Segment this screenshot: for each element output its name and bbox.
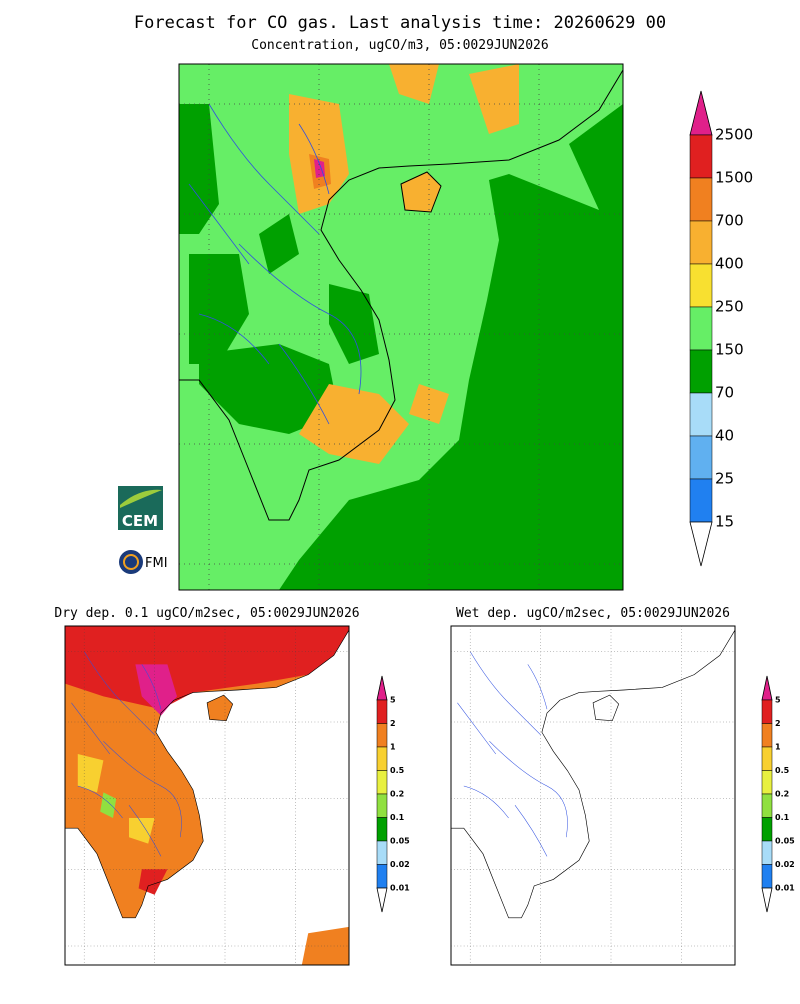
fmi-logo: FMI [119, 550, 168, 574]
colorbar-segment [761, 746, 773, 771]
colorbar-segment [689, 306, 713, 351]
colorbar-segment [761, 817, 773, 842]
colorbar-segment [761, 864, 773, 889]
colorbar-label: 25 [715, 470, 734, 488]
colorbar-top [376, 675, 388, 701]
map-area [451, 626, 735, 965]
colorbar-label: 1 [390, 743, 396, 752]
map-frame [64, 625, 350, 966]
colorbar-segment [689, 263, 713, 308]
logo-text: FMI [145, 556, 168, 571]
colorbar-label: 400 [715, 255, 744, 273]
colorbar-label: 1500 [715, 169, 753, 187]
map-area [65, 626, 349, 965]
colorbar-label: 0.2 [390, 790, 404, 799]
map-subtitle: Dry dep. 0.1 ugCO/m2sec, 05:0029JUN2026 [54, 606, 359, 621]
map-frame [450, 625, 736, 966]
colorbar-segment [689, 349, 713, 394]
colorbar: 2500 1500 700 400 250 150 70 40 25 15 [689, 90, 753, 567]
colorbar-segment [761, 699, 773, 724]
colorbar-segment [689, 435, 713, 480]
page-title: Forecast for CO gas. Last analysis time:… [134, 13, 666, 33]
colorbar-segment [376, 770, 388, 795]
logo-text: CEM [122, 512, 158, 530]
colorbar-label: 2500 [715, 126, 753, 144]
colorbar-segment [376, 723, 388, 748]
colorbar-label: 5 [390, 696, 396, 705]
colorbar-bottom [376, 887, 388, 913]
colorbar-label: 0.1 [390, 813, 405, 822]
colorbar-segment [376, 840, 388, 865]
colorbar-bottom [761, 887, 773, 913]
concentration-map: Concentration, ugCO/m3, 05:0029JUN2026 2… [178, 38, 753, 591]
colorbar-segment [376, 746, 388, 771]
colorbar-label: 0.2 [775, 790, 789, 799]
colorbar-label: 40 [715, 427, 734, 445]
colorbar-segment [689, 478, 713, 523]
colorbar-label: 0.01 [775, 884, 795, 893]
colorbar-label: 250 [715, 298, 744, 316]
colorbar-segment [376, 699, 388, 724]
colorbar-segment [761, 723, 773, 748]
dry-deposition-map: Dry dep. 0.1 ugCO/m2sec, 05:0029JUN2026 … [54, 606, 410, 966]
colorbar-label: 0.5 [390, 766, 405, 775]
wet-deposition-map: Wet dep. ugCO/m2sec, 05:0029JUN2026 5 2 1 0… [450, 606, 795, 966]
colorbar-label: 15 [715, 513, 734, 531]
colorbar-label: 0.01 [390, 884, 410, 893]
colorbar: 5 2 1 0.5 0.2 0.1 0.05 0.02 0.01 [761, 675, 795, 913]
colorbar-segment [689, 134, 713, 179]
colorbar-label: 1 [775, 743, 781, 752]
colorbar-label: 0.5 [775, 766, 790, 775]
colorbar-segment [376, 817, 388, 842]
colorbar-segment [689, 220, 713, 265]
colorbar-segment [761, 793, 773, 818]
colorbar-segment [761, 840, 773, 865]
colorbar-segment [761, 770, 773, 795]
map-area [179, 64, 623, 590]
colorbar: 5 2 1 0.5 0.2 0.1 0.05 0.02 0.01 [376, 675, 410, 913]
colorbar-segment [689, 177, 713, 222]
colorbar-label: 0.02 [775, 860, 795, 869]
colorbar-segment [376, 864, 388, 889]
colorbar-bottom [689, 521, 713, 567]
map-frame [178, 63, 624, 591]
colorbar-label: 0.05 [775, 837, 795, 846]
colorbar-label: 0.05 [390, 837, 410, 846]
colorbar-label: 2 [775, 719, 781, 728]
colorbar-segment [689, 392, 713, 437]
colorbar-label: 2 [390, 719, 396, 728]
colorbar-label: 5 [775, 696, 781, 705]
colorbar-label: 70 [715, 384, 734, 402]
colorbar-top [761, 675, 773, 701]
colorbar-label: 700 [715, 212, 744, 230]
cem-logo: CEM [118, 486, 163, 530]
map-subtitle: Wet dep. ugCO/m2sec, 05:0029JUN2026 [456, 606, 730, 621]
colorbar-label: 0.1 [775, 813, 790, 822]
colorbar-label: 150 [715, 341, 744, 359]
colorbar-label: 0.02 [390, 860, 410, 869]
map-subtitle: Concentration, ugCO/m3, 05:0029JUN2026 [251, 38, 548, 53]
colorbar-top [689, 90, 713, 136]
colorbar-segment [376, 793, 388, 818]
